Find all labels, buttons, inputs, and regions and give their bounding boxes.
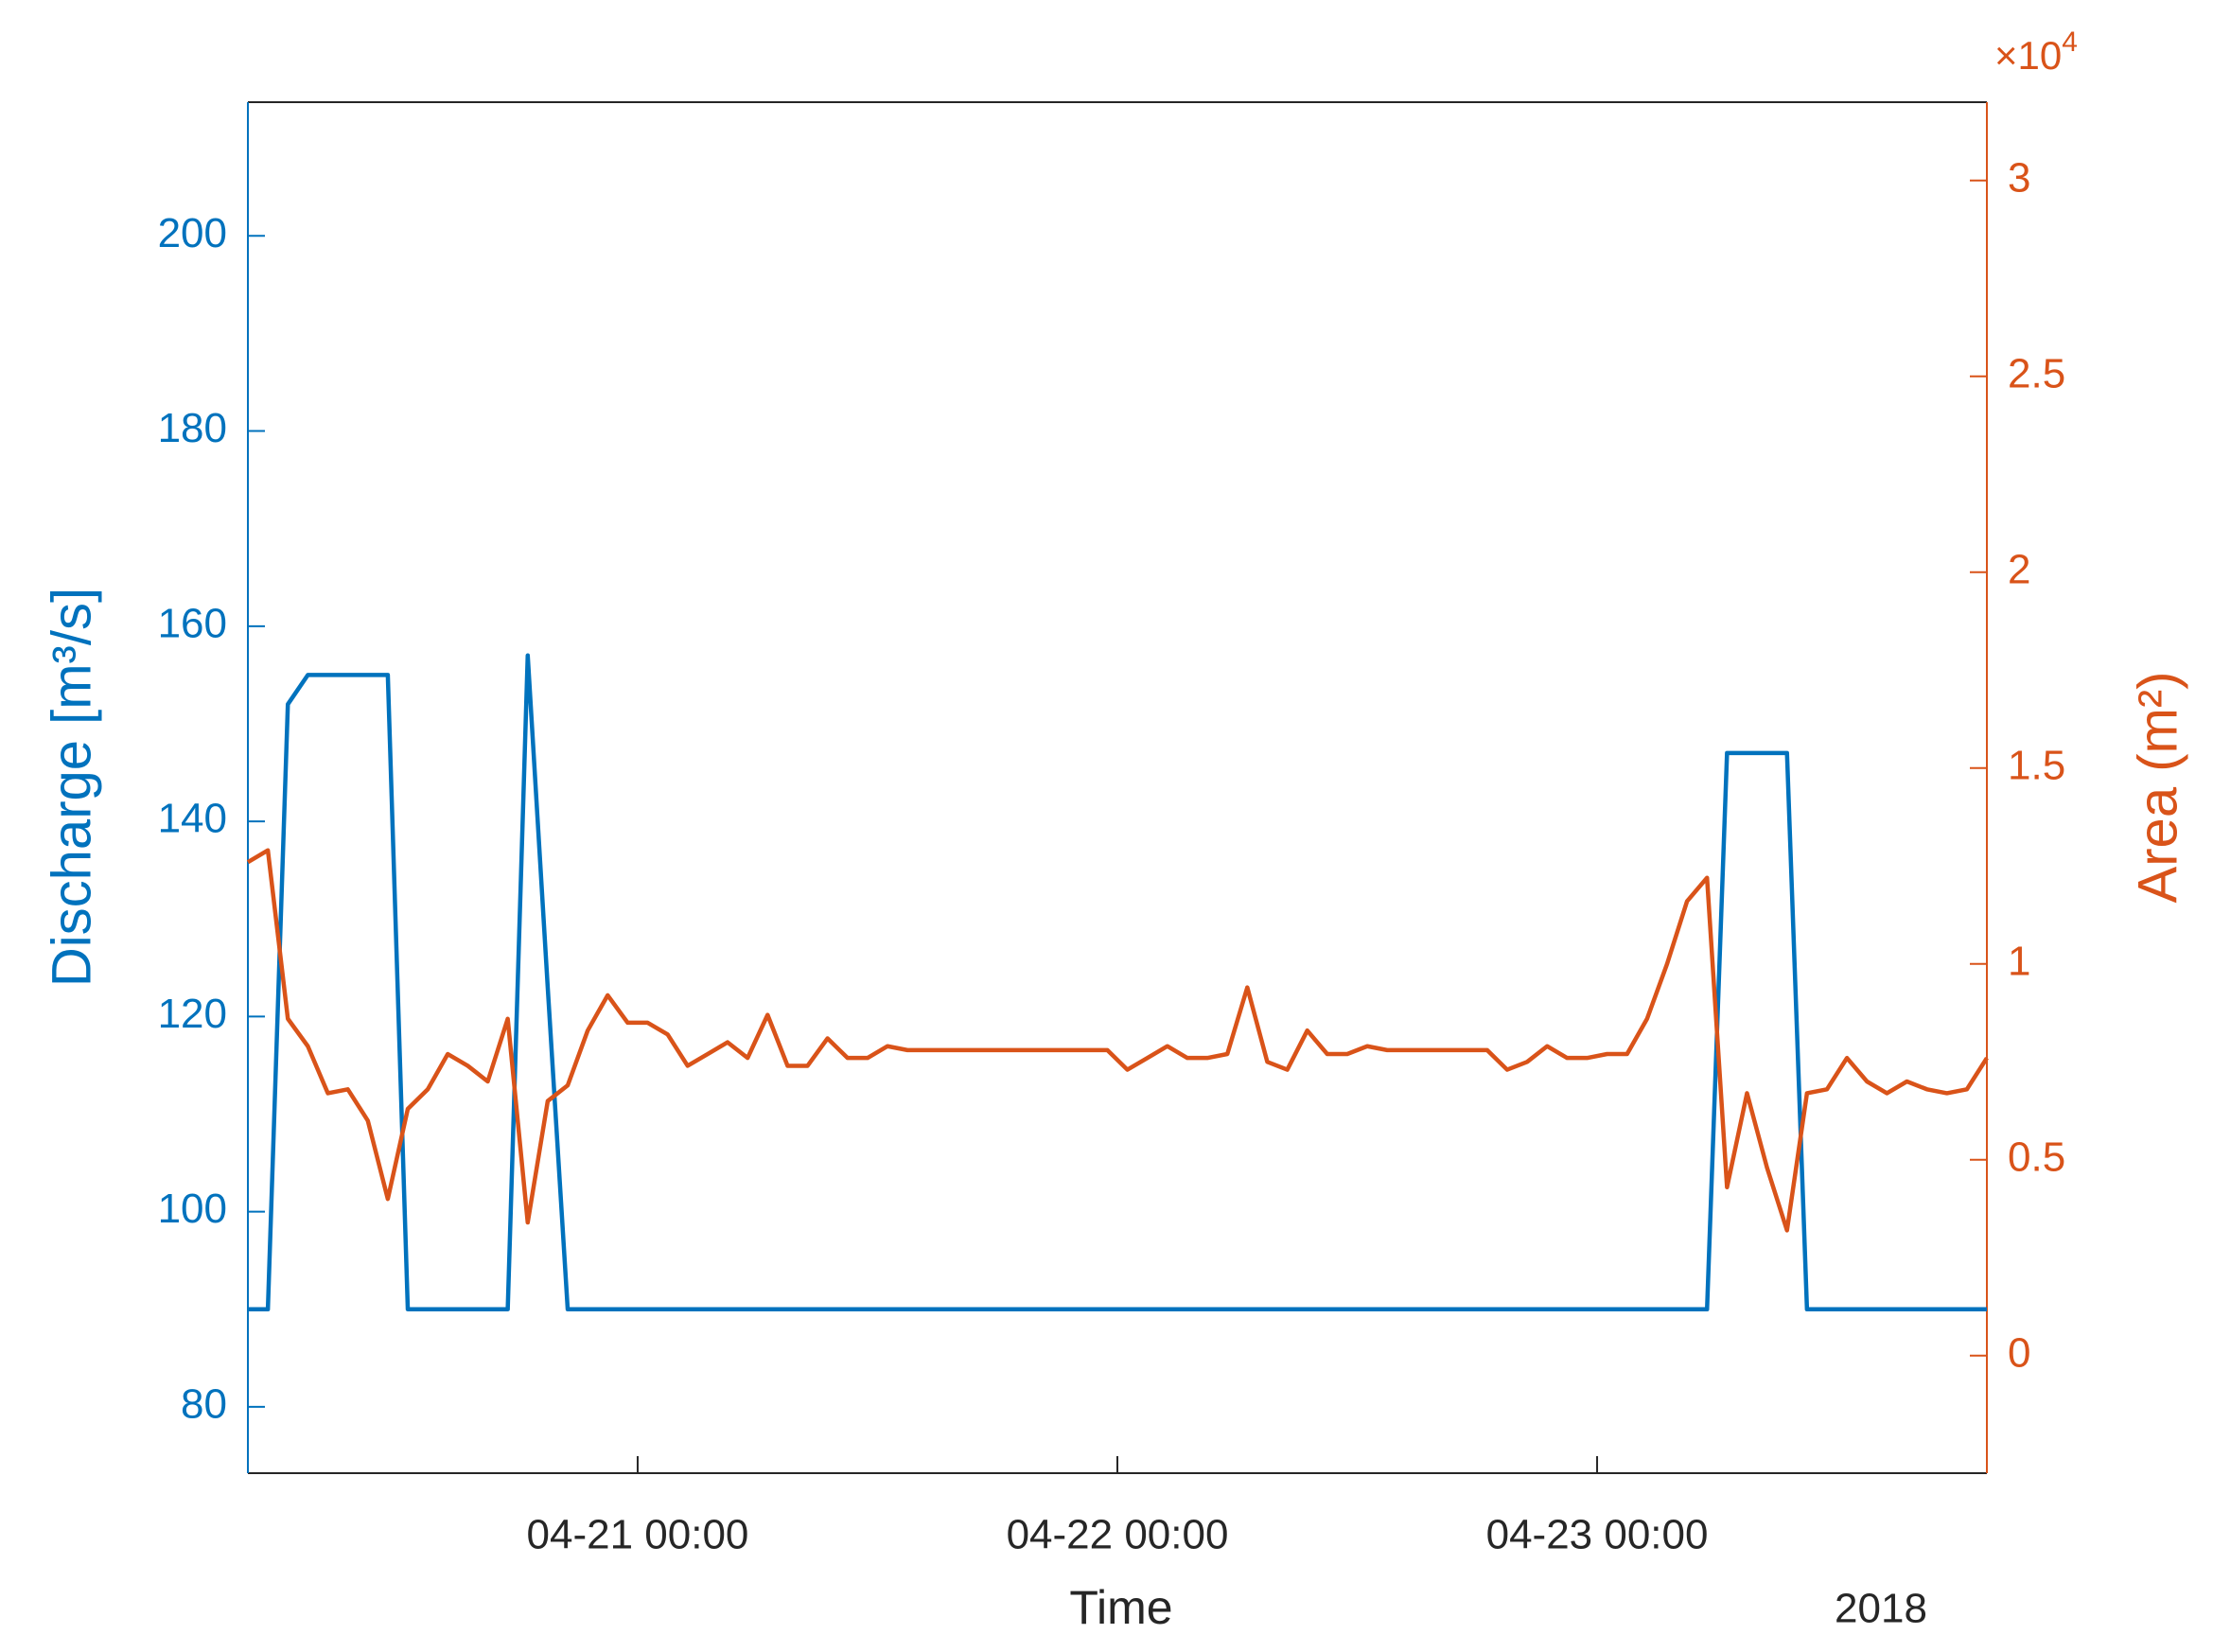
y2-tick-label: 2.5 xyxy=(2008,350,2065,396)
y2-tick-label: 3 xyxy=(2008,154,2030,201)
multiplier-base: ×10 xyxy=(1994,33,2062,78)
y-tick-label: 200 xyxy=(158,210,227,256)
y-tick-label: 80 xyxy=(181,1380,227,1427)
y2-multiplier: ×104 xyxy=(1994,26,2078,78)
y-tick-label: 160 xyxy=(158,600,227,646)
data-line xyxy=(246,848,1989,1233)
y2-tick-label: 1.5 xyxy=(2008,742,2065,788)
multiplier-exponent: 4 xyxy=(2062,26,2078,58)
x-secondary-label: 2018 xyxy=(1835,1586,1927,1632)
y2-tick-label: 2 xyxy=(2008,546,2030,592)
x-tick-label: 04-23 00:00 xyxy=(1486,1512,1709,1558)
x-axis-label: Time xyxy=(1069,1581,1172,1634)
y2-axis-label: Area (m²) xyxy=(2127,672,2188,904)
y-axis-label: Discharge [m³/s] xyxy=(41,588,102,987)
x-tick-label: 04-21 00:00 xyxy=(527,1512,749,1558)
y-tick-label: 100 xyxy=(158,1186,227,1232)
y2-tick-label: 1 xyxy=(2008,938,2030,984)
y-tick-label: 140 xyxy=(158,796,227,842)
data-line xyxy=(248,653,1987,1311)
y2-tick-label: 0.5 xyxy=(2008,1134,2065,1180)
y2-tick-label: 0 xyxy=(2008,1329,2030,1376)
x-tick-label: 04-22 00:00 xyxy=(1007,1512,1229,1558)
y-tick-label: 180 xyxy=(158,405,227,451)
y-tick-label: 120 xyxy=(158,991,227,1037)
